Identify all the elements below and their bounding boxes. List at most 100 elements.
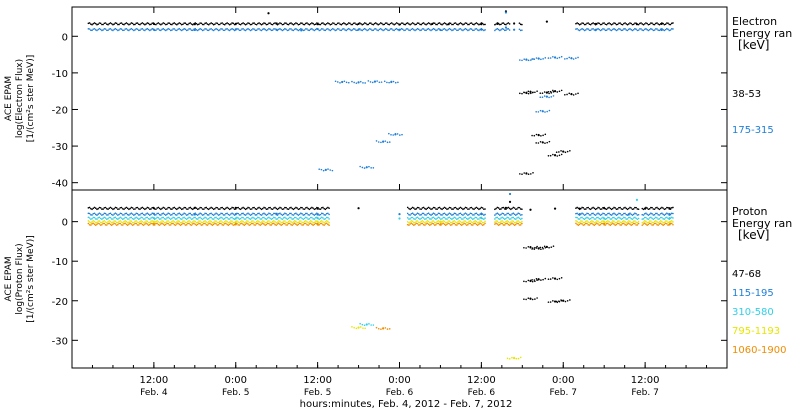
data-point-1060-1900 [146,223,149,225]
data-point-115-195 [596,213,598,215]
data-point-795-1193 [113,220,115,222]
data-point-47-68 [534,298,536,300]
data-point-175-315 [320,28,323,30]
data-point-795-1193 [464,220,467,222]
data-point-175-315 [430,29,432,32]
data-point-115-195 [398,213,401,216]
data-point-115-195 [654,212,657,215]
data-point-175-315 [650,27,652,30]
data-point-175-315 [104,28,107,30]
data-point-310-580 [284,216,286,219]
data-point-795-1193 [437,220,440,222]
data-point-175-315 [470,28,473,30]
data-point-175-315 [396,133,399,135]
data-point-310-580 [188,216,190,219]
data-point-115-195 [117,214,119,216]
data-point-47-68 [536,245,538,248]
data-point-310-580 [632,217,635,219]
data-point-310-580 [298,217,301,219]
data-point-115-195 [410,213,413,215]
data-point-310-580 [636,218,639,221]
data-point-175-315 [156,28,158,30]
data-point-795-1193 [145,220,147,222]
data-point-115-195 [264,213,267,215]
data-point-38-53 [288,22,291,25]
data-point-115-195 [592,212,594,215]
data-point-795-1193 [414,221,416,224]
data-point-310-580 [425,218,427,220]
data-point-38-53 [406,22,409,24]
data-point-38-53 [502,22,505,24]
data-point-38-53 [627,23,630,25]
data-point-47-68 [534,246,536,249]
data-point-38-53 [540,135,542,137]
data-point-310-580 [234,217,237,220]
data-point-38-53 [373,22,376,25]
data-point-115-195 [453,212,456,215]
data-point-115-195 [230,213,232,215]
data-point-38-53 [422,22,425,24]
data-point-795-1193 [517,220,520,222]
data-point-1060-1900 [124,222,127,225]
data-point-795-1193 [187,220,189,223]
data-point-310-580 [433,217,436,220]
data-point-38-53 [599,23,602,26]
data-point-115-195 [291,213,294,216]
data-point-1060-1900 [497,224,500,226]
data-point-38-53 [598,22,601,25]
data-point-795-1193 [312,221,314,224]
data-point-795-1193 [226,220,228,223]
data-point-38-53 [255,23,258,26]
data-point-310-580 [454,217,457,219]
data-point-38-53 [157,22,160,24]
data-point-1060-1900 [441,223,443,225]
data-point-175-315 [216,28,219,31]
data-point-795-1193 [136,221,139,223]
data-point-1060-1900 [501,222,504,225]
data-point-795-1193 [90,221,92,224]
data-point-175-315 [318,168,321,170]
data-point-38-53 [196,23,199,26]
data-point-115-195 [593,213,596,216]
data-point-38-53 [292,23,295,26]
data-point-115-195 [648,213,651,216]
data-point-1060-1900 [413,224,415,226]
data-point-175-315 [350,29,352,32]
data-point-795-1193 [311,220,313,223]
data-point-38-53 [543,91,546,93]
data-point-795-1193 [114,220,117,222]
data-point-47-68 [287,208,290,211]
data-point-175-315 [541,110,544,112]
data-point-175-315 [621,29,624,31]
data-point-175-315 [382,140,384,142]
data-point-175-315 [577,29,580,31]
data-point-310-580 [518,217,521,220]
data-point-795-1193 [442,220,445,222]
data-point-115-195 [157,212,160,215]
data-point-38-53 [205,22,208,24]
data-point-310-580 [90,218,92,220]
data-point-115-195 [250,213,253,216]
data-point-47-68 [249,208,252,210]
data-point-795-1193 [497,221,500,224]
data-point-175-315 [324,29,327,32]
data-point-175-315 [292,29,295,32]
data-point-38-53 [281,23,284,26]
data-point-175-315 [535,57,538,59]
data-point-115-195 [114,212,117,214]
data-point-795-1193 [243,221,246,224]
data-point-1060-1900 [382,327,384,329]
data-point-310-580 [277,216,280,219]
data-point-115-195 [142,213,145,216]
data-point-795-1193 [239,220,242,223]
data-point-795-1193 [265,221,268,224]
data-point-115-195 [136,212,139,215]
data-point-38-53 [136,22,139,24]
data-point-175-315 [174,29,177,31]
data-point-1060-1900 [185,224,188,226]
data-point-47-68 [421,207,424,209]
data-point-38-53 [390,22,393,24]
data-point-175-315 [377,29,380,32]
data-point-795-1193 [662,221,664,224]
data-point-175-315 [384,27,387,30]
